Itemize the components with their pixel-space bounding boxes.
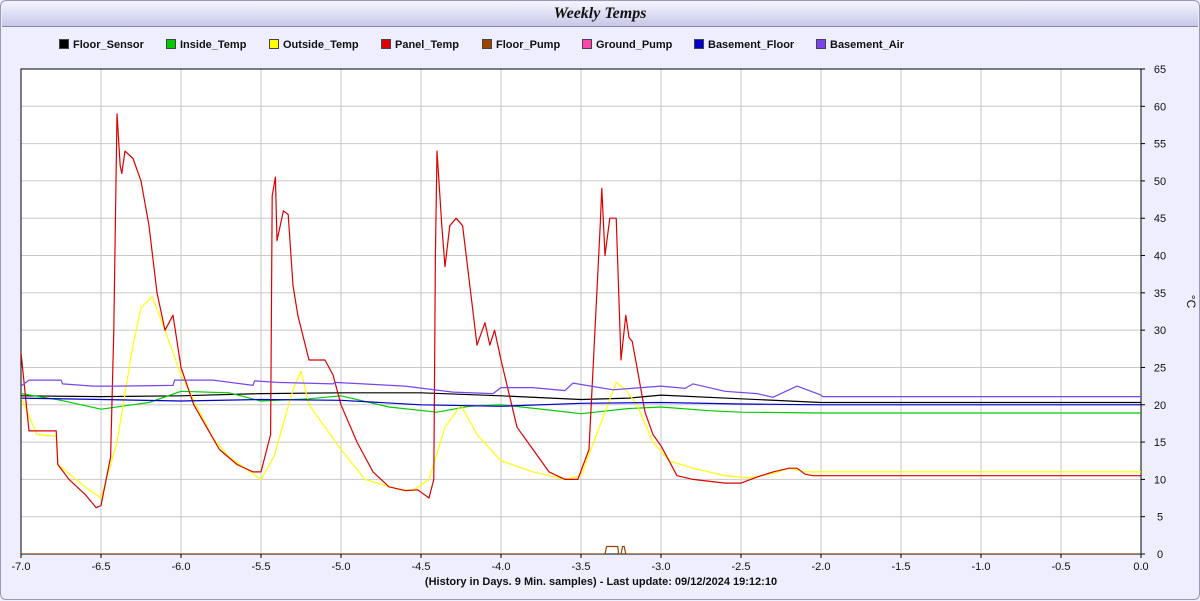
x-tick-label: -2.0 [812,561,831,573]
legend-item-panel-temp: Panel_Temp [381,37,459,53]
y-tick-label: 0 [1157,549,1163,561]
y-axis-label: °C [1184,295,1198,309]
legend-swatch [269,39,279,50]
x-tick-label: -6.0 [172,561,191,573]
x-tick-label: -5.0 [332,561,351,573]
series-line-basement-air [21,379,1141,398]
legend-swatch [582,39,592,50]
legend-label: Floor_Pump [496,39,561,51]
x-tick-label: -1.5 [892,561,911,573]
legend-swatch [694,39,704,50]
legend-label: Panel_Temp [395,39,459,51]
y-tick-label: 5 [1157,512,1163,524]
legend-swatch [482,39,492,50]
y-tick-label: 35 [1154,288,1166,300]
x-tick-label: -1.0 [972,561,991,573]
legend-item-floor-pump: Floor_Pump [482,37,560,53]
legend-label: Ground_Pump [596,39,673,51]
x-axis-caption: (History in Days. 9 Min. samples) - Last… [424,576,778,588]
y-tick-label: 10 [1154,474,1166,486]
series-line-floor-sensor [21,392,1141,404]
y-tick-label: 40 [1154,251,1166,263]
series-line-basement-floor [21,397,1141,407]
legend-item-inside-temp: Inside_Temp [166,37,246,53]
x-tick-label: -3.0 [652,561,671,573]
y-tick-label: 55 [1154,139,1166,151]
x-tick-label: -2.5 [732,561,751,573]
legend-item-ground-pump: Ground_Pump [582,37,672,53]
y-tick-label: 60 [1154,101,1166,113]
x-tick-label: -4.0 [492,561,511,573]
y-tick-label: 45 [1154,213,1166,225]
x-tick-label: -7.0 [12,561,31,573]
y-tick-label: 65 [1154,64,1166,76]
series-line-panel-temp [21,113,1141,509]
legend-label: Basement_Air [830,39,904,51]
legend-swatch [59,39,69,50]
x-tick-label: -6.5 [92,561,111,573]
legend-item-floor-sensor: Floor_Sensor [59,37,144,53]
x-tick-label: -3.5 [572,561,591,573]
chart-title: Weekly Temps [553,5,647,22]
legend-swatch [816,39,826,50]
legend-swatch [166,39,176,50]
legend-label: Outside_Temp [283,39,359,51]
legend-item-outside-temp: Outside_Temp [269,37,359,53]
series-line-floor-pump [21,545,1141,554]
legend: Floor_Sensor Inside_Temp Outside_Temp Panel… [1,37,1200,55]
x-tick-label: -4.5 [412,561,431,573]
y-tick-label: 25 [1154,362,1166,374]
legend-label: Inside_Temp [180,39,247,51]
y-tick-label: 20 [1154,400,1166,412]
x-tick-label: 0.0 [1133,561,1148,573]
x-tick-label: -5.5 [252,561,271,573]
y-tick-label: 15 [1154,437,1166,449]
legend-swatch [381,39,391,50]
title-bar: Weekly Temps [2,2,1198,27]
x-tick-label: -0.5 [1052,561,1071,573]
y-tick-label: 50 [1154,176,1166,188]
series-line-inside-temp [21,390,1141,415]
y-tick-label: 30 [1154,325,1166,337]
legend-label: Basement_Floor [708,39,795,51]
legend-label: Floor_Sensor [73,39,144,51]
legend-item-basement-floor: Basement_Floor [694,37,794,53]
legend-item-basement-air: Basement_Air [816,37,904,53]
